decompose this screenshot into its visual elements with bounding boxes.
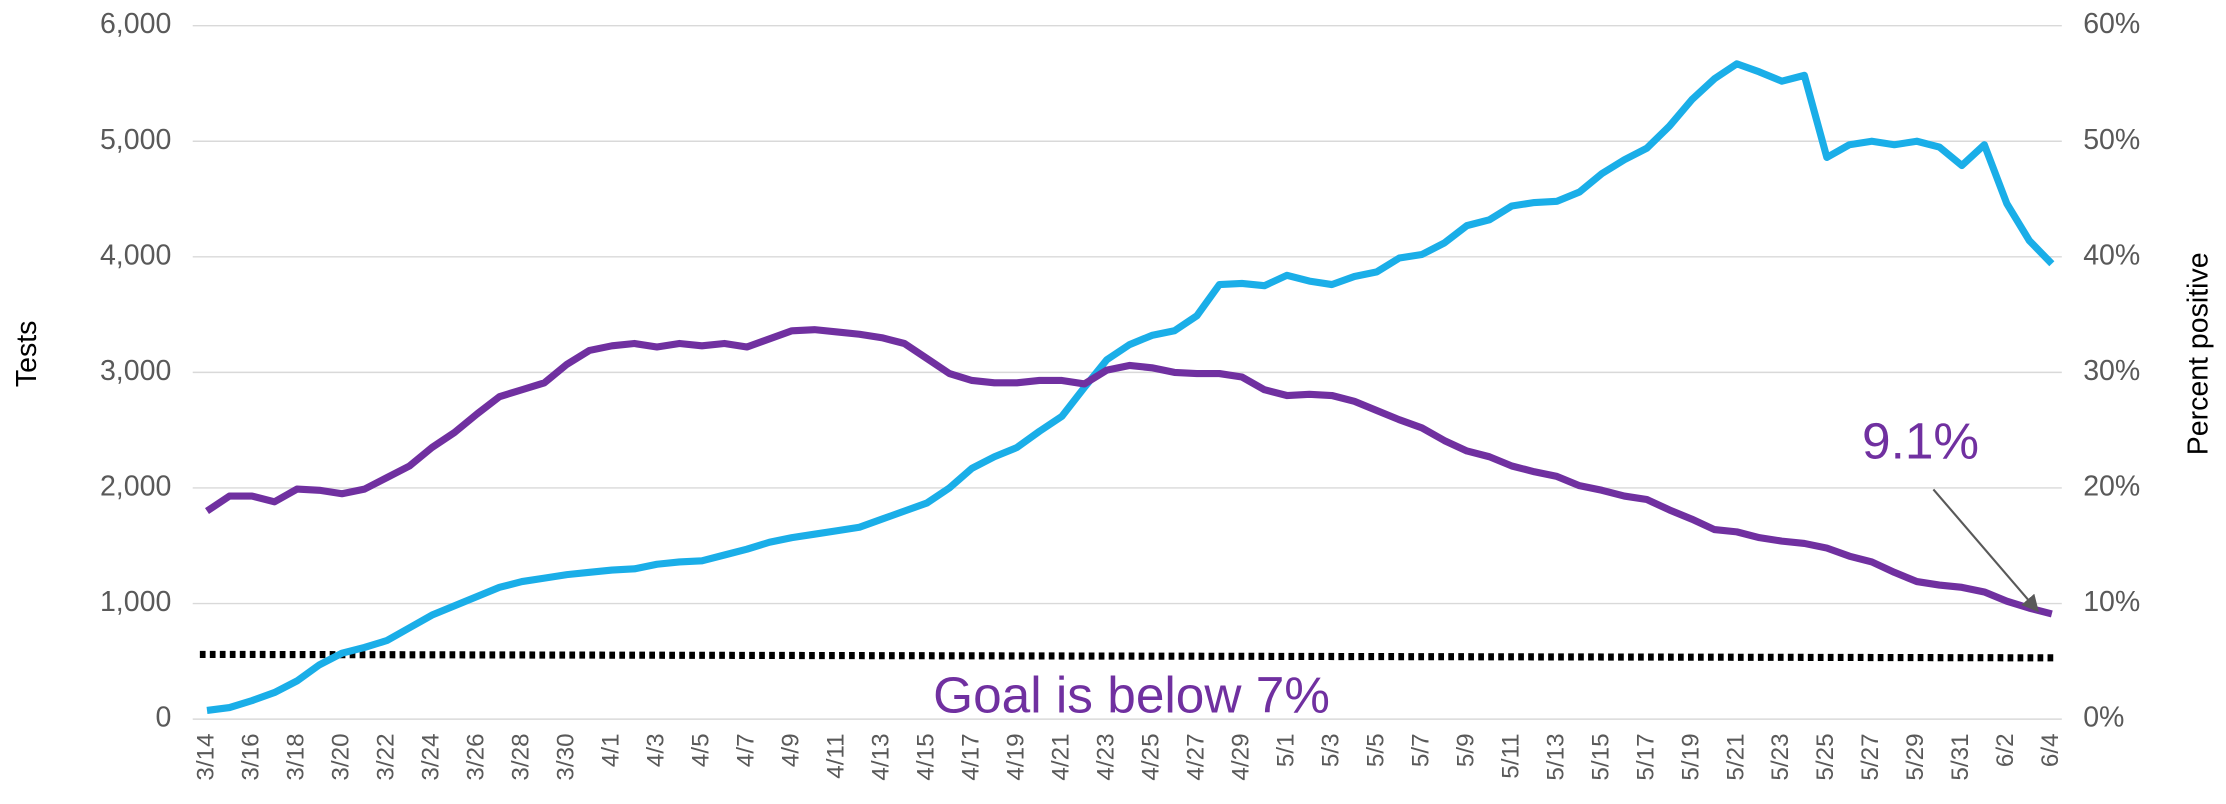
x-tick-label: 5/7	[1407, 733, 1434, 767]
x-tick-label: 3/22	[372, 733, 399, 780]
annotation-arrow	[1932, 488, 2039, 613]
y2-tick-label: 30%	[2083, 355, 2140, 387]
y-tick-label: 5,000	[100, 124, 171, 156]
x-tick-label: 5/1	[1272, 733, 1299, 767]
x-tick-label: 4/5	[687, 733, 714, 767]
x-tick-label: 4/17	[957, 733, 984, 780]
x-tick-label: 5/17	[1632, 733, 1659, 780]
x-tick-label: 3/20	[327, 733, 354, 780]
x-tick-label: 4/1	[597, 733, 624, 767]
y2-tick-label: 60%	[2083, 8, 2140, 40]
x-tick-label: 6/4	[2037, 733, 2064, 767]
x-tick-label: 3/16	[237, 733, 264, 780]
y-tick-label: 0	[155, 702, 171, 734]
goal-line	[199, 650, 2055, 662]
y2-tick-label: 40%	[2083, 239, 2140, 271]
x-tick-label: 4/25	[1137, 733, 1164, 780]
y-tick-label: 2,000	[100, 470, 171, 502]
x-tick-label: 4/29	[1227, 733, 1254, 780]
x-tick-label: 5/5	[1362, 733, 1389, 767]
x-tick-label: 4/9	[777, 733, 804, 767]
x-tick-label: 3/18	[282, 733, 309, 780]
x-tick-label: 6/2	[1992, 733, 2019, 767]
x-tick-label: 5/3	[1317, 733, 1344, 767]
y-tick-label: 3,000	[100, 355, 171, 387]
y2-tick-label: 10%	[2083, 586, 2140, 618]
x-tick-label: 3/30	[552, 733, 579, 780]
x-tick-label: 3/26	[462, 733, 489, 780]
y2-tick-label: 20%	[2083, 470, 2140, 502]
y-tick-label: 4,000	[100, 239, 171, 271]
x-tick-label: 4/19	[1002, 733, 1029, 780]
x-tick-label: 5/15	[1587, 733, 1614, 780]
x-tick-label: 3/24	[417, 733, 444, 780]
x-tick-label: 5/11	[1497, 733, 1524, 778]
x-tick-label: 5/19	[1677, 733, 1704, 780]
x-tick-label: 5/25	[1812, 733, 1839, 780]
y2-axis-label: Percent positive	[2183, 252, 2215, 455]
series-line	[206, 60, 2055, 714]
y-axis-label: Tests	[11, 321, 43, 388]
x-tick-label: 4/13	[867, 733, 894, 780]
y2-tick-label: 50%	[2083, 124, 2140, 156]
series-line	[205, 326, 2053, 618]
x-tick-label: 3/14	[192, 733, 219, 780]
y-tick-label: 1,000	[100, 586, 171, 618]
x-tick-label: 4/7	[732, 733, 759, 767]
x-tick-label: 5/13	[1542, 733, 1569, 780]
x-tick-label: 5/29	[1902, 733, 1929, 780]
x-tick-label: 4/21	[1047, 733, 1074, 780]
x-tick-label: 5/31	[1947, 733, 1974, 780]
plot: 0 1,000 2,000 3,000 4,000 5,000 6,000 0% 10% 20% 3…	[100, 8, 2140, 780]
x-tick-label: 4/11	[822, 733, 849, 778]
y-tick-label: 6,000	[100, 8, 171, 40]
x-tick-label: 5/9	[1452, 733, 1479, 767]
x-tick-label: 5/23	[1767, 733, 1794, 780]
x-tick-label: 3/28	[507, 733, 534, 780]
y2-tick-label: 0%	[2083, 702, 2124, 734]
annotation: 9.1%	[1862, 413, 1979, 470]
annotation: Goal is below 7%	[933, 667, 1330, 724]
x-tick-label: 5/27	[1857, 733, 1884, 780]
x-tick-label: 4/23	[1092, 733, 1119, 780]
x-tick-label: 4/15	[912, 733, 939, 780]
x-tick-label: 5/21	[1722, 733, 1749, 780]
x-tick-label: 4/27	[1182, 733, 1209, 780]
x-tick-label: 4/3	[642, 733, 669, 767]
